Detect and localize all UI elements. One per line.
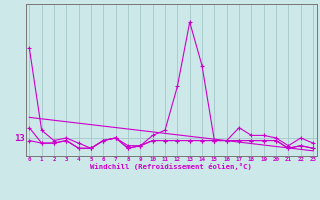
X-axis label: Windchill (Refroidissement éolien,°C): Windchill (Refroidissement éolien,°C) [90, 163, 252, 170]
